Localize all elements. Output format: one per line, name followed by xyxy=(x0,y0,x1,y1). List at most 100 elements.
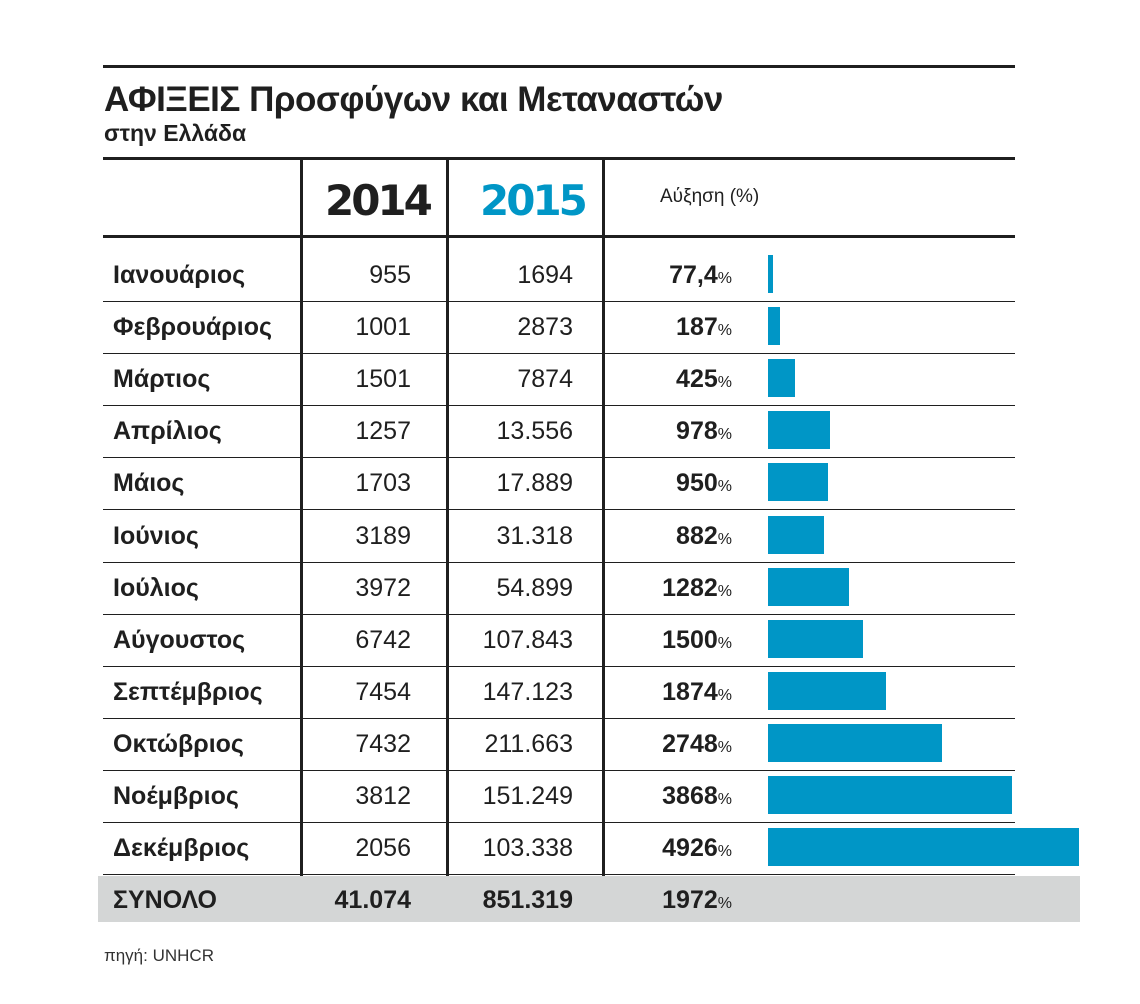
value-2014: 1001 xyxy=(355,313,411,342)
chart-title: ΑΦΙΞΕΙΣ Προσφύγων και Μεταναστών xyxy=(104,80,723,119)
month-label: Μάρτιος xyxy=(113,365,211,394)
growth-bar xyxy=(768,567,849,606)
percent-sign: % xyxy=(717,843,732,861)
growth-bar xyxy=(768,776,1013,814)
row-divider xyxy=(103,613,1015,615)
value-2014: 1501 xyxy=(355,365,411,394)
growth-value: 1282% xyxy=(610,562,732,614)
percent-sign: % xyxy=(717,478,732,496)
percent-sign: % xyxy=(717,738,732,756)
growth-value: 4926% xyxy=(610,822,732,874)
growth-value: 3868% xyxy=(610,770,732,822)
growth-number: 950 xyxy=(676,469,718,498)
growth-bar xyxy=(768,255,773,293)
percent-sign: % xyxy=(717,634,732,652)
value-2014: 3189 xyxy=(355,521,411,550)
percent-sign: % xyxy=(717,374,732,392)
growth-bar xyxy=(768,359,795,398)
value-2015: 7874 xyxy=(517,365,573,394)
growth-number: 2748 xyxy=(662,729,718,758)
row-divider xyxy=(103,561,1015,563)
percent-sign: % xyxy=(717,530,732,548)
column-divider-1 xyxy=(300,159,303,922)
month-label: Σεπτέμβριος xyxy=(113,677,263,706)
growth-number: 77,4 xyxy=(669,261,718,289)
row-divider xyxy=(103,665,1015,667)
growth-bar xyxy=(768,723,942,762)
growth-value: 187% xyxy=(610,301,732,353)
growth-value: 2748% xyxy=(610,718,732,770)
value-2015: 147.123 xyxy=(482,677,573,706)
growth-value: 425% xyxy=(610,353,732,405)
value-2014: 3812 xyxy=(355,782,411,810)
header-top-rule xyxy=(103,157,1015,160)
growth-bar xyxy=(768,828,1079,867)
value-2015: 1694 xyxy=(517,261,573,289)
growth-bar xyxy=(768,671,887,710)
value-2015: 17.889 xyxy=(496,469,573,498)
growth-bar xyxy=(768,411,830,450)
column-header-2015: 2015 xyxy=(480,176,588,225)
growth-number: 978 xyxy=(676,417,718,446)
month-label: Μάιος xyxy=(113,469,185,498)
row-divider xyxy=(103,874,1015,876)
month-label: Ιανουάριος xyxy=(113,261,246,289)
growth-number: 4926 xyxy=(662,834,718,863)
growth-number: 1500 xyxy=(662,625,718,654)
month-label: Αύγουστος xyxy=(113,625,246,654)
growth-number: 425 xyxy=(676,365,718,394)
growth-value: 950% xyxy=(610,457,732,509)
column-header-growth: Αύξηση (%) xyxy=(660,186,760,207)
row-divider xyxy=(103,353,1015,355)
percent-sign: % xyxy=(717,895,732,913)
value-2014: 1257 xyxy=(355,417,411,446)
value-2014: 7432 xyxy=(355,729,411,758)
growth-number: 1282 xyxy=(662,573,718,602)
row-divider xyxy=(103,509,1015,511)
source-note: πηγή: UNHCR xyxy=(104,946,214,965)
row-divider xyxy=(103,717,1015,719)
growth-number: 187 xyxy=(676,313,718,342)
percent-sign: % xyxy=(717,791,732,808)
growth-bar xyxy=(768,463,828,502)
total-growth: 1972% xyxy=(610,874,732,926)
value-2015: 103.338 xyxy=(482,834,573,863)
month-label: Φεβρουάριος xyxy=(113,313,272,342)
row-divider xyxy=(103,457,1015,459)
growth-bar xyxy=(768,307,780,346)
value-2015: 13.556 xyxy=(496,417,573,446)
month-label: Απρίλιος xyxy=(113,417,222,446)
growth-number: 1972 xyxy=(662,886,718,915)
growth-value: 978% xyxy=(610,405,732,457)
total-2015: 851.319 xyxy=(482,886,573,915)
percent-sign: % xyxy=(717,270,732,287)
percent-sign: % xyxy=(717,582,732,600)
month-label: Νοέμβριος xyxy=(113,782,239,810)
row-divider xyxy=(103,405,1015,407)
value-2015: 107.843 xyxy=(482,625,573,654)
month-label: Οκτώβριος xyxy=(113,729,244,758)
total-row-background xyxy=(98,876,1080,922)
growth-value: 882% xyxy=(610,510,732,562)
value-2014: 2056 xyxy=(355,834,411,863)
value-2015: 31.318 xyxy=(496,521,573,550)
month-label: Δεκέμβριος xyxy=(113,834,250,863)
value-2014: 3972 xyxy=(355,573,411,602)
percent-sign: % xyxy=(717,686,732,704)
value-2015: 54.899 xyxy=(496,573,573,602)
growth-value: 1500% xyxy=(610,614,732,666)
growth-number: 3868 xyxy=(662,782,718,810)
value-2014: 955 xyxy=(369,261,411,289)
chart-subtitle: στην Ελλάδα xyxy=(104,120,247,146)
percent-sign: % xyxy=(717,322,732,340)
value-2015: 211.663 xyxy=(484,729,573,758)
top-rule xyxy=(103,65,1015,68)
total-label: ΣΥΝΟΛΟ xyxy=(113,886,217,915)
value-2014: 6742 xyxy=(355,625,411,654)
column-divider-2 xyxy=(446,159,449,922)
growth-value: 77,4% xyxy=(610,249,732,301)
row-divider xyxy=(103,822,1015,823)
growth-bar xyxy=(768,619,863,658)
growth-number: 882 xyxy=(676,521,718,550)
column-divider-3 xyxy=(602,159,605,922)
